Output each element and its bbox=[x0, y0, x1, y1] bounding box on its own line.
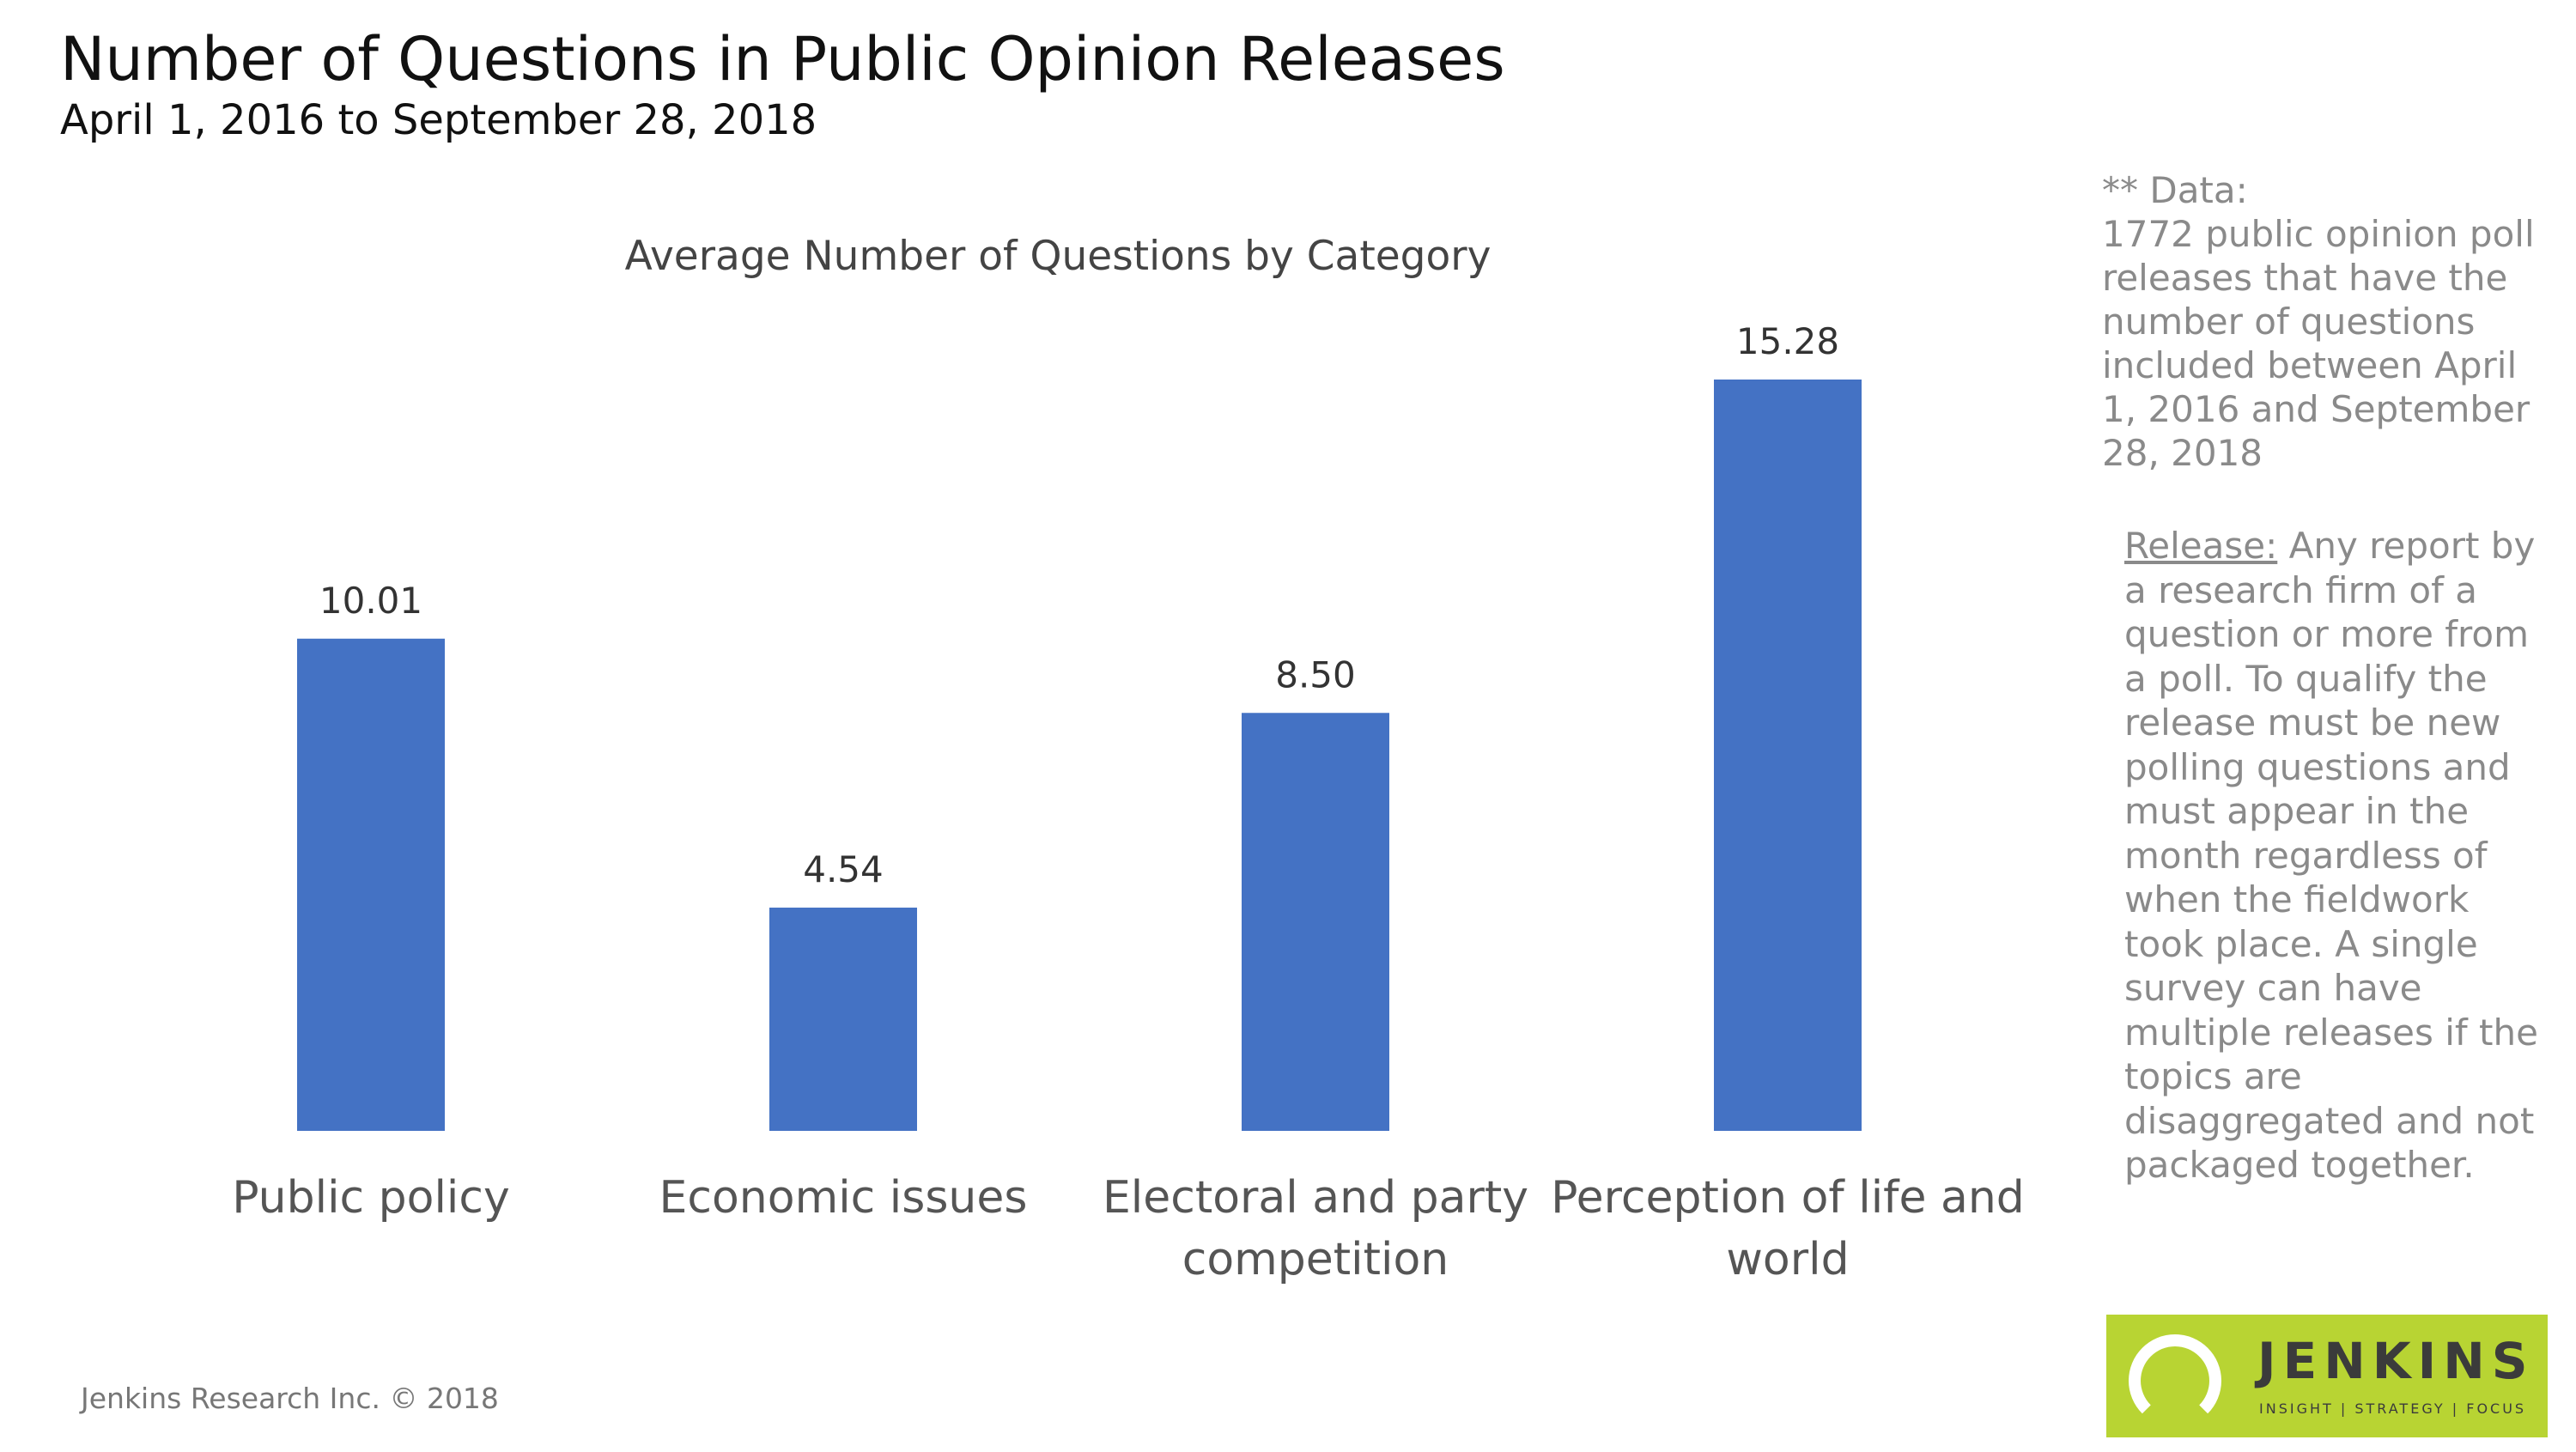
category-label-3: Electoral and party competition bbox=[1103, 1172, 1528, 1285]
logo-ring-icon bbox=[2129, 1334, 2221, 1427]
release-definition: Release: Any report by a research firm o… bbox=[2124, 524, 2554, 1188]
logo-tagline: INSIGHT | STRATEGY | FOCUS bbox=[2259, 1400, 2527, 1417]
bar-chart: Average Number of Questions by Category … bbox=[232, 233, 2025, 1285]
footer-copyright: Jenkins Research Inc. © 2018 bbox=[81, 1382, 499, 1415]
bar-3 bbox=[1242, 713, 1389, 1131]
bars-group: 10.01 Public policy 4.54 Economic issues 8.5… bbox=[232, 320, 2025, 1285]
page-subtitle: April 1, 2016 to September 28, 2018 bbox=[60, 96, 817, 144]
data-note-body: 1772 public opinion poll releases that h… bbox=[2102, 213, 2535, 474]
chart-title: Average Number of Questions by Category bbox=[625, 233, 1492, 280]
category-label-line: Public policy bbox=[232, 1172, 510, 1224]
bar-4 bbox=[1714, 380, 1862, 1131]
category-label-1: Public policy bbox=[232, 1172, 510, 1224]
jenkins-logo: JENKINS INSIGHT | STRATEGY | FOCUS bbox=[2106, 1315, 2548, 1437]
category-label-2: Economic issues bbox=[659, 1172, 1028, 1224]
category-label-line: Electoral and party bbox=[1103, 1172, 1528, 1224]
release-term: Release: bbox=[2124, 525, 2278, 567]
data-label-3: 8.50 bbox=[1275, 653, 1356, 696]
bar-1 bbox=[297, 638, 445, 1131]
data-label-2: 4.54 bbox=[803, 848, 884, 890]
page-title: Number of Questions in Public Opinion Re… bbox=[60, 24, 1505, 94]
category-label-4: Perception of life and world bbox=[1551, 1172, 2025, 1285]
data-note: ** Data: 1772 public opinion poll releas… bbox=[2102, 168, 2549, 475]
category-label-line: Economic issues bbox=[659, 1172, 1028, 1224]
release-definition-text: Any report by a research firm of a quest… bbox=[2124, 525, 2538, 1186]
data-label-1: 10.01 bbox=[319, 580, 422, 622]
category-label-line: world bbox=[1726, 1234, 1849, 1285]
data-label-4: 15.28 bbox=[1736, 320, 1839, 362]
category-label-line: Perception of life and bbox=[1551, 1172, 2025, 1224]
category-label-line: competition bbox=[1182, 1234, 1449, 1285]
bar-2 bbox=[769, 908, 917, 1131]
data-note-heading: ** Data: bbox=[2102, 169, 2248, 211]
logo-name: JENKINS bbox=[2257, 1332, 2535, 1390]
